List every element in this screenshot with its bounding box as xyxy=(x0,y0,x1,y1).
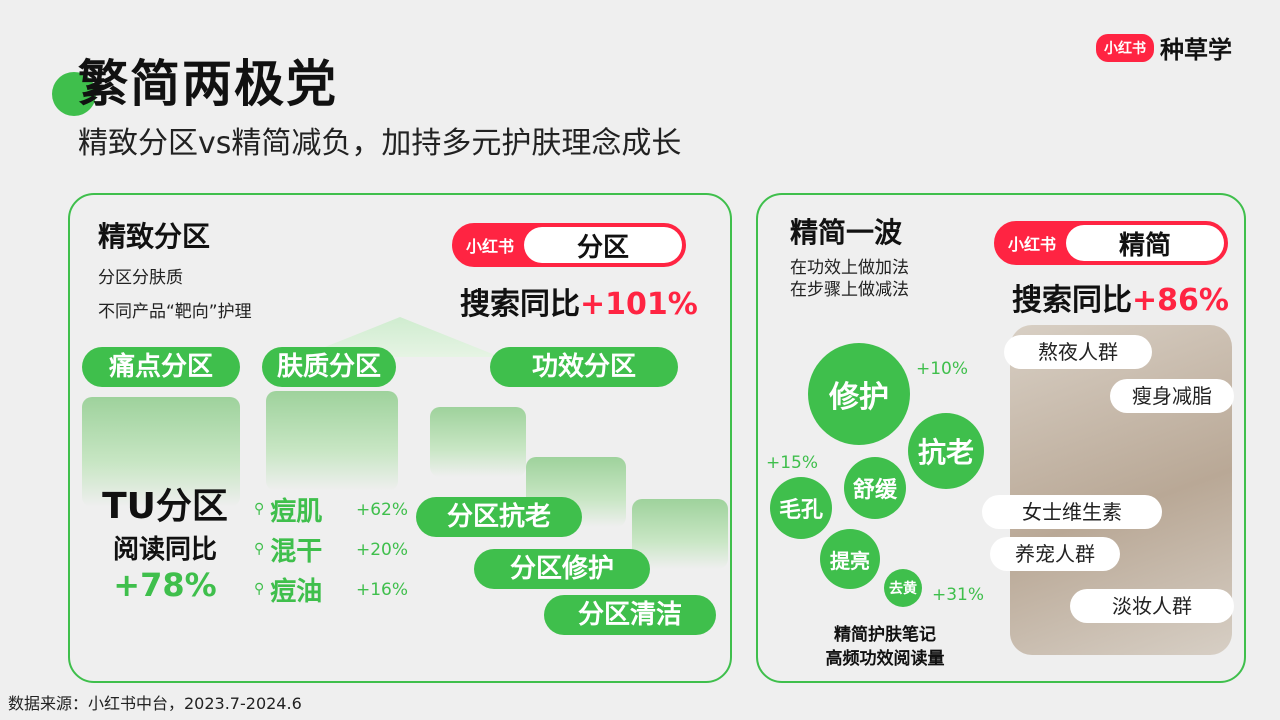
brand: 小红书 种草学 xyxy=(1096,30,1232,65)
crowd-tag-light-makeup: 淡妆人群 xyxy=(1070,589,1234,623)
pill-logo: 小红书 xyxy=(1008,235,1057,254)
stat-label: 搜索同比 xyxy=(1012,283,1132,318)
stat-value: +101% xyxy=(580,287,698,322)
pill-label: 分区 xyxy=(524,227,682,263)
left-section-title: 精致分区 xyxy=(98,220,211,253)
stat-value: +86% xyxy=(1132,283,1229,318)
bubble-repair: 修护 xyxy=(808,343,910,445)
keyword-pct: +16% xyxy=(356,580,409,600)
left-search-stat: 搜索同比+101% xyxy=(460,279,698,323)
crowd-tag-pet-owners: 养宠人群 xyxy=(990,537,1120,571)
bubble-antiaging: 抗老 xyxy=(908,413,984,489)
photo-effect-3 xyxy=(632,499,728,569)
bubble-brighten: 提亮 xyxy=(820,529,880,589)
title-accent-dot xyxy=(52,72,96,116)
brand-text: 种草学 xyxy=(1160,36,1232,64)
bubble-repair-pct: +10% xyxy=(916,359,969,379)
data-source: 数据来源：小红书中台，2023.7-2024.6 xyxy=(8,694,302,713)
effect-tag: 分区清洁 xyxy=(544,595,716,635)
search-icon: ⚲ xyxy=(254,581,265,597)
bubble-caption: 精简护肤笔记 高频功效阅读量 xyxy=(794,623,976,671)
skin-keywords: ⚲ 痘肌 ⚲ 混干 ⚲ 痘油 xyxy=(254,489,354,609)
keyword-word: 痘肌 xyxy=(270,496,323,527)
photo-effect-1 xyxy=(430,407,526,477)
panel-refined-zoning: 精致分区 分区分肤质 不同产品“靶向”护理 小红书 分区 搜索同比+101% 痛… xyxy=(68,193,732,683)
right-desc-1: 在功效上做加法 xyxy=(790,258,909,278)
bubble-caption-2: 高频功效阅读量 xyxy=(825,649,945,669)
page-title: 繁简两极党 xyxy=(78,55,338,113)
keyword-pct: +62% xyxy=(356,500,409,520)
page-subtitle: 精致分区vs精简减负，加持多元护肤理念成长 xyxy=(78,126,682,161)
tag-pain-zone: 痛点分区 xyxy=(82,347,240,387)
keyword-row: ⚲ 痘肌 xyxy=(254,489,354,529)
bubble-pore-pct: +15% xyxy=(766,453,819,473)
crowd-tag-slimming: 瘦身减脂 xyxy=(1110,379,1234,413)
bubble-yellow-pct: +31% xyxy=(932,585,985,605)
photo-skin xyxy=(266,391,398,491)
tu-title: TU分区 xyxy=(102,486,228,527)
tu-sub: 阅读同比 xyxy=(112,535,217,565)
tu-value: +78% xyxy=(113,566,217,604)
stat-label: 搜索同比 xyxy=(460,287,580,322)
right-section-title: 精简一波 xyxy=(790,216,903,249)
right-search-stat: 搜索同比+86% xyxy=(1012,275,1229,319)
tag-skin-zone: 肤质分区 xyxy=(262,347,396,387)
keyword-pct: +20% xyxy=(356,540,409,560)
right-desc-2: 在步骤上做减法 xyxy=(790,280,909,300)
left-search-pill: 小红书 分区 xyxy=(452,223,686,267)
photo-pain xyxy=(82,397,240,507)
bubble-caption-1: 精简护肤笔记 xyxy=(834,625,936,645)
bubble-pore: 毛孔 xyxy=(770,477,832,539)
pill-logo: 小红书 xyxy=(466,237,515,256)
keyword-row: ⚲ 混干 xyxy=(254,529,354,569)
brand-logo: 小红书 xyxy=(1096,33,1154,62)
pill-label: 精简 xyxy=(1066,225,1224,261)
bubble-yellow-remove: 去黄 xyxy=(884,569,922,607)
effect-tag: 分区抗老 xyxy=(416,497,582,537)
crowd-tag-vitamins: 女士维生素 xyxy=(982,495,1162,529)
bubble-soothe: 舒缓 xyxy=(844,457,906,519)
search-icon: ⚲ xyxy=(254,501,265,517)
keyword-word: 痘油 xyxy=(270,576,323,607)
effect-tag: 分区修护 xyxy=(474,549,650,589)
keyword-row: ⚲ 痘油 xyxy=(254,569,354,609)
left-desc-2: 不同产品“靶向”护理 xyxy=(98,302,252,322)
tag-effect-zone: 功效分区 xyxy=(490,347,678,387)
tu-block: TU分区 阅读同比 +78% xyxy=(82,477,248,604)
keyword-word: 混干 xyxy=(270,536,323,567)
crowd-tag-night-owl: 熬夜人群 xyxy=(1004,335,1152,369)
left-desc-1: 分区分肤质 xyxy=(98,268,183,288)
right-search-pill: 小红书 精简 xyxy=(994,221,1228,265)
panel-minimalist: 精简一波 在功效上做加法 在步骤上做减法 小红书 精简 搜索同比+86% 修护 … xyxy=(756,193,1246,683)
search-icon: ⚲ xyxy=(254,541,265,557)
